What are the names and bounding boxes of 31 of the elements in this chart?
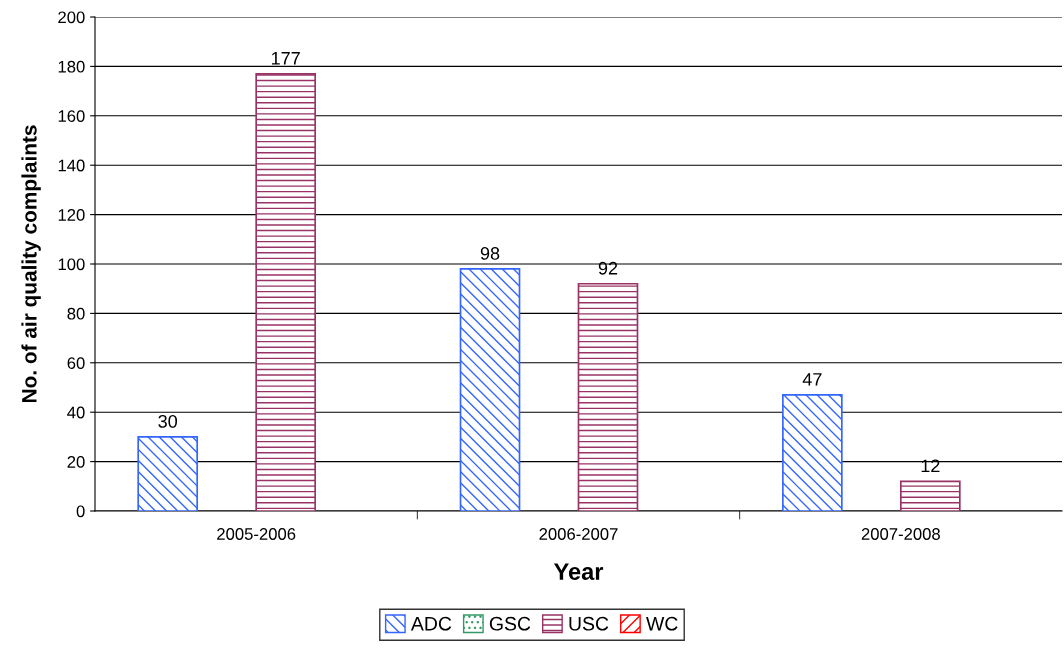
y-tick-label: 160 bbox=[58, 110, 85, 122]
legend-label: WC bbox=[646, 616, 678, 631]
y-tick-label: 140 bbox=[58, 159, 85, 172]
bar bbox=[782, 394, 843, 511]
data-label: 47 bbox=[802, 373, 822, 386]
y-tick-label: 40 bbox=[67, 406, 85, 419]
x-axis-title: Year bbox=[553, 563, 604, 580]
y-axis-title: No. of air quality complaints bbox=[21, 125, 41, 403]
x-tick-label: 2005-2006 bbox=[217, 528, 296, 540]
y-tick-label: 180 bbox=[58, 60, 85, 73]
x-tick-label: 2006-2007 bbox=[539, 528, 618, 540]
y-tick-label: 0 bbox=[76, 505, 85, 518]
data-label: 98 bbox=[480, 247, 500, 260]
data-label: 30 bbox=[158, 414, 178, 428]
y-tick-label: 80 bbox=[67, 307, 85, 320]
x-tick-label: 2007-2008 bbox=[861, 528, 940, 540]
legend-label: USC bbox=[569, 616, 609, 631]
bar bbox=[137, 436, 199, 511]
y-tick-label: 200 bbox=[58, 11, 85, 24]
data-label: 92 bbox=[598, 261, 618, 275]
y-tick-label: 100 bbox=[58, 258, 85, 271]
y-tick-label: 20 bbox=[67, 456, 85, 468]
y-tick-label: 120 bbox=[58, 209, 85, 221]
bar bbox=[899, 480, 961, 511]
legend-label: GSC bbox=[489, 616, 531, 631]
bar bbox=[255, 72, 316, 511]
data-label: 177 bbox=[271, 52, 300, 65]
bar bbox=[577, 282, 639, 511]
bar bbox=[459, 268, 521, 511]
y-tick-label: 60 bbox=[67, 357, 85, 369]
legend-label: ADC bbox=[410, 616, 452, 631]
